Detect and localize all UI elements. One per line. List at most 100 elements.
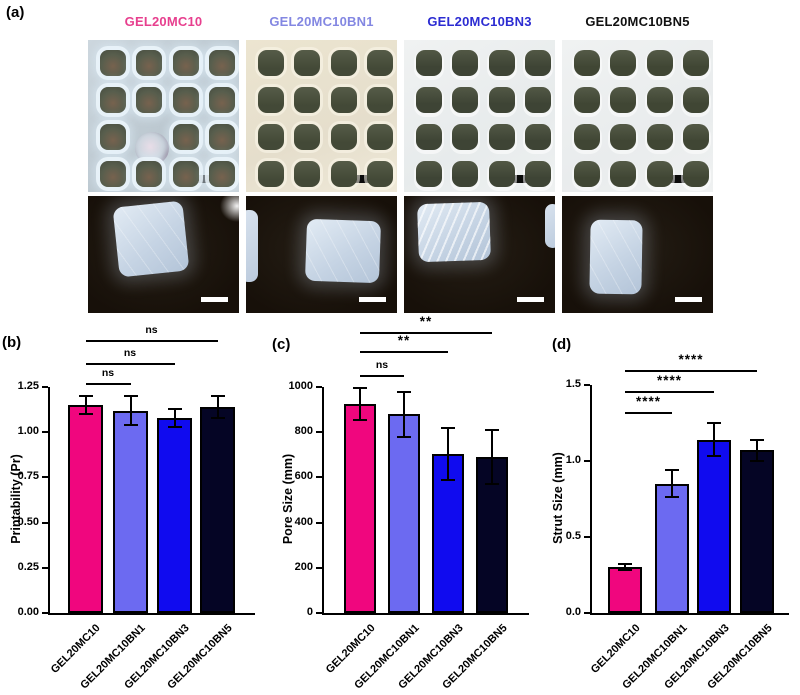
scaffold-pore xyxy=(258,87,284,113)
y-axis-tick xyxy=(42,386,48,388)
scaffold-pore xyxy=(683,87,709,113)
scaffold-pore xyxy=(452,124,478,150)
scaffold-pore xyxy=(331,124,357,150)
y-axis-tick xyxy=(42,612,48,614)
scaffold-pore xyxy=(173,87,199,113)
y-axis-tick xyxy=(584,536,590,538)
scaffold-pore xyxy=(574,161,600,187)
significance-bracket xyxy=(85,363,175,365)
scaffold-pore xyxy=(489,87,515,113)
sample-title-gel20mc10: GEL20MC10 xyxy=(124,14,203,29)
scaffold-pore xyxy=(367,50,393,76)
y-axis-tick-label: 600 xyxy=(294,470,313,483)
scaffold-pore xyxy=(416,124,442,150)
error-bar xyxy=(84,396,87,415)
y-axis-tick-label: 400 xyxy=(294,515,313,528)
error-bar xyxy=(359,388,361,420)
y-axis-tick xyxy=(42,476,48,479)
scaffold-pore xyxy=(173,50,199,76)
error-bar xyxy=(491,429,493,485)
scaffold-pore xyxy=(452,50,478,76)
scale-bar xyxy=(675,297,702,302)
y-axis-tick xyxy=(584,384,590,386)
error-bar xyxy=(756,439,758,461)
chart-plot-area xyxy=(590,385,789,615)
gel-blob-edge xyxy=(246,210,258,282)
panel-c-label: (c) xyxy=(272,336,291,353)
error-bar-cap-top xyxy=(353,387,367,390)
error-bar-cap-bottom xyxy=(397,435,411,438)
bar-gel20mc10 xyxy=(344,404,376,613)
error-bar-cap-bottom xyxy=(750,460,764,462)
y-axis-tick xyxy=(42,521,48,524)
scaffold-pore xyxy=(647,50,673,76)
scaffold-pore xyxy=(209,161,235,187)
scaffold-pore xyxy=(610,161,636,187)
error-bar xyxy=(129,396,132,425)
error-bar-cap-top xyxy=(485,428,499,431)
bar-gel20mc10bn3 xyxy=(697,440,731,613)
scaffold-pore xyxy=(489,161,515,187)
gel-photo-gel20mc10 xyxy=(88,196,239,313)
scaffold-pore xyxy=(331,50,357,76)
significance-bracket xyxy=(360,375,404,377)
scaffold-pore xyxy=(331,161,357,187)
bar-gel20mc10bn1 xyxy=(388,414,420,613)
significance-bracket xyxy=(625,412,672,414)
scaffold-pore xyxy=(452,87,478,113)
significance-label: **** xyxy=(678,352,704,367)
scaffold-pore xyxy=(610,87,636,113)
gel-blob xyxy=(304,218,382,284)
significance-label: ns xyxy=(123,347,137,359)
scaffold-pore xyxy=(489,124,515,150)
error-bar xyxy=(624,564,626,571)
significance-bracket xyxy=(360,351,448,353)
y-axis-tick-label: 0.00 xyxy=(17,606,39,618)
scaffold-pore xyxy=(525,161,551,187)
bar-gel20mc10bn5 xyxy=(740,450,774,613)
fold-lines xyxy=(589,219,643,295)
y-axis-tick-label: 1.5 xyxy=(565,378,581,390)
significance-label: **** xyxy=(656,373,682,388)
scaffold-pore xyxy=(574,87,600,113)
y-axis-tick xyxy=(316,386,322,388)
significance-label: ns xyxy=(145,324,158,336)
scaffold-pore xyxy=(100,124,126,150)
scaffold-pore xyxy=(525,124,551,150)
y-axis-title: Strut Size (mm) xyxy=(551,452,565,544)
scaffold-photo-gel20mc10bn1 xyxy=(246,40,397,192)
error-bar-cap-bottom xyxy=(441,478,455,481)
scaffold-pore xyxy=(294,87,320,113)
y-axis-title: Pore Size (mm) xyxy=(281,453,295,545)
scaffold-pore xyxy=(647,87,673,113)
y-axis-tick-label: 0.25 xyxy=(17,560,39,573)
y-axis-tick xyxy=(42,566,48,569)
y-axis-tick-label: 0.50 xyxy=(17,515,39,528)
scaffold-pore xyxy=(209,124,235,150)
error-bar xyxy=(713,423,715,457)
error-bar-cap-top xyxy=(397,390,411,393)
error-bar-cap-bottom xyxy=(707,455,721,458)
scaffold-pore xyxy=(331,87,357,113)
scaffold-pore xyxy=(136,161,162,187)
error-bar-cap-top xyxy=(665,469,679,472)
scale-bar xyxy=(201,297,228,302)
scaffold-photo-gel20mc10bn5 xyxy=(562,40,713,192)
panel-d-label: (d) xyxy=(552,336,572,353)
scaffold-pore xyxy=(416,50,442,76)
gel-photo-gel20mc10bn5 xyxy=(562,196,713,313)
scaffold-pore xyxy=(258,161,284,187)
y-axis-tick xyxy=(316,612,322,614)
bar-gel20mc10bn1 xyxy=(655,484,689,613)
scaffold-pore xyxy=(294,161,320,187)
y-axis-tick-label: 0 xyxy=(306,606,313,618)
fold-lines xyxy=(112,200,190,278)
scaffold-pore xyxy=(367,161,393,187)
scaffold-pore xyxy=(647,161,673,187)
error-bar-cap-bottom xyxy=(618,569,632,572)
scaffold-pore xyxy=(258,124,284,150)
scaffold-pore xyxy=(209,50,235,76)
chart-plot-area xyxy=(48,387,255,615)
y-axis-tick xyxy=(316,521,322,524)
scaffold-photo-gel20mc10 xyxy=(88,40,239,192)
